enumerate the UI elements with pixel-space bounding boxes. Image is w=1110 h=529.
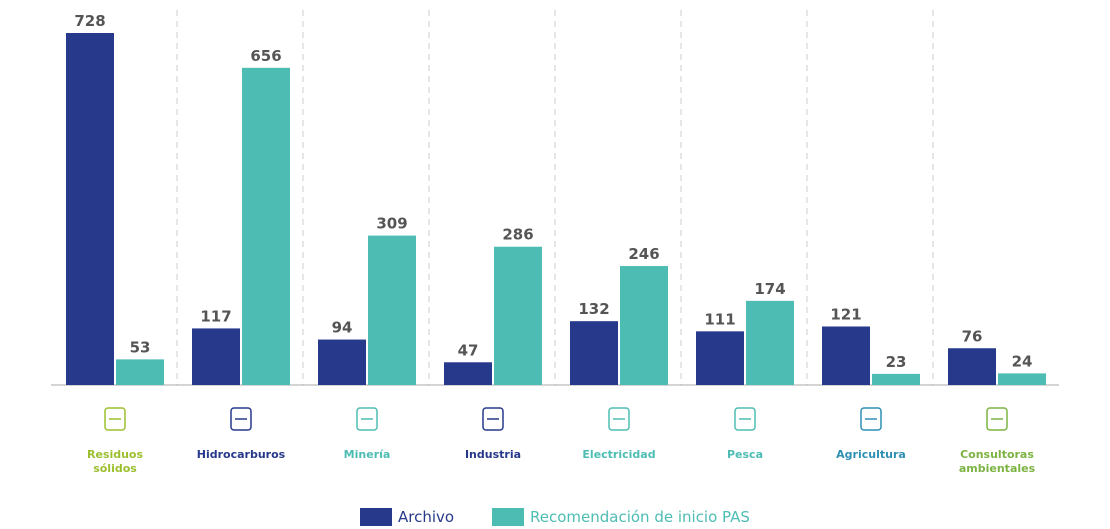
value-label: 246 (628, 245, 659, 263)
category-label: Hidrocarburos (196, 448, 286, 461)
category-label: Agricultura (836, 448, 906, 461)
bar (570, 321, 618, 385)
bar (746, 300, 794, 385)
category-label: Minería (343, 448, 391, 461)
value-label: 286 (502, 226, 533, 244)
category-label: Industria (464, 448, 522, 461)
value-label: 94 (332, 319, 353, 337)
value-label: 111 (704, 310, 735, 328)
value-label: 121 (830, 305, 861, 323)
icon-shape (482, 407, 504, 431)
value-label: 53 (130, 338, 151, 356)
legend-label: Archivo (398, 508, 455, 526)
icon-shape (986, 407, 1008, 431)
bar (998, 373, 1046, 385)
legend-swatch (360, 508, 392, 526)
value-label: 117 (200, 307, 231, 325)
bar (948, 348, 996, 385)
category-icon (230, 407, 252, 431)
category-icon (734, 407, 756, 431)
bar (872, 373, 920, 385)
icon-shape (608, 407, 630, 431)
bar (696, 331, 744, 385)
category-icon (986, 407, 1008, 431)
category-icon (482, 407, 504, 431)
legend-item: Recomendación de inicio PAS (492, 508, 750, 526)
value-label: 23 (886, 353, 907, 371)
bar (444, 362, 492, 385)
bar (192, 328, 240, 385)
bar (242, 67, 290, 386)
icon-shape (104, 407, 126, 431)
value-label: 174 (754, 280, 785, 298)
value-label: 728 (74, 12, 105, 30)
category-label: Residuos sólidos (86, 448, 144, 475)
bar (494, 246, 542, 385)
category-icon (608, 407, 630, 431)
bar (368, 235, 416, 385)
icon-shape (356, 407, 378, 431)
value-label: 309 (376, 215, 407, 233)
value-label: 24 (1012, 352, 1033, 370)
category-label: Electricidad (582, 448, 656, 461)
icon-shape (734, 407, 756, 431)
category-icon (104, 407, 126, 431)
bar (66, 33, 114, 385)
legend-label: Recomendación de inicio PAS (530, 508, 750, 526)
legend-swatch (492, 508, 524, 526)
category-label: Consultoras ambientales (958, 448, 1036, 475)
value-label: 656 (250, 47, 281, 65)
legend-item: Archivo (360, 508, 454, 526)
value-label: 47 (458, 341, 479, 359)
icon-shape (230, 407, 252, 431)
bar (822, 326, 870, 385)
category-label: Pesca (726, 448, 764, 461)
icon-shape (860, 407, 882, 431)
bar (620, 266, 668, 385)
category-icon (356, 407, 378, 431)
bar (318, 339, 366, 385)
value-label: 132 (578, 300, 609, 318)
bar (116, 359, 164, 385)
category-icon (860, 407, 882, 431)
value-label: 76 (962, 327, 983, 345)
